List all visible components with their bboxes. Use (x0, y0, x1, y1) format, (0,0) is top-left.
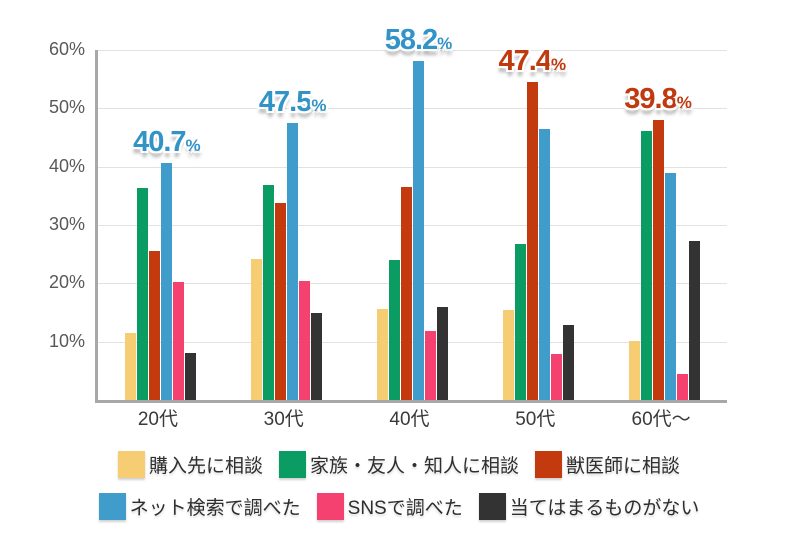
bar (550, 353, 562, 400)
bar (161, 162, 173, 400)
gridline (98, 50, 727, 51)
legend-item: 購入先に相談 (117, 451, 263, 478)
bar-group-30代: 47.5% (224, 50, 350, 400)
legend-swatch-icon (316, 493, 344, 520)
bar (185, 353, 197, 400)
annotation-number: 39.8 (624, 83, 677, 115)
x-category-label: 20代 (137, 409, 178, 430)
x-axis-labels: 20代 30代 40代 50代 60代～ (95, 404, 724, 431)
bar-value-annotation: 40.7% (133, 126, 201, 159)
legend-row: 購入先に相談 家族・友人・知人に相談 獣医師に相談 (0, 451, 798, 478)
bar-group-20代: 40.7% (98, 50, 224, 400)
bar-value-annotation: 39.8% (624, 83, 692, 116)
legend-swatch-icon (117, 451, 145, 478)
legend-label: 購入先に相談 (148, 456, 263, 477)
annotation-number: 47.4 (498, 45, 551, 78)
bar (263, 184, 275, 400)
bar (424, 331, 436, 400)
legend-item: 獣医師に相談 (535, 451, 680, 478)
legend-swatch-icon (278, 451, 306, 478)
legend-item: ネット検索で調べた (98, 493, 301, 520)
x-category-label: 50代 (515, 409, 556, 430)
bar-group-50代: 47.4% (475, 45, 601, 400)
annotation-number: 58.2 (384, 23, 438, 56)
annotation-percent-sign: % (550, 55, 567, 75)
bar (514, 244, 526, 400)
y-tick-label: 60% (48, 39, 85, 59)
legend-row: ネット検索で調べた SNSで調べた 当てはまるものがない (0, 493, 798, 520)
bar (287, 122, 299, 400)
bar (311, 312, 323, 400)
y-tick-label: 40% (48, 155, 85, 176)
legend-label: 獣医師に相談 (566, 456, 681, 477)
plot-area: 40.7% 47.5% 58.2% 47.4% 39.8% (95, 24, 727, 403)
bar (676, 374, 688, 400)
legend-item: 当てはまるものがない (478, 493, 700, 520)
bar (137, 188, 149, 400)
y-tick-label: 50% (48, 97, 85, 118)
bar (299, 281, 311, 400)
bar-value-annotation: 58.2% (385, 24, 453, 57)
bar (628, 340, 640, 400)
gridline (98, 108, 727, 110)
legend-swatch-icon (98, 493, 126, 520)
y-tick-label: 10% (48, 330, 85, 351)
bar (526, 82, 538, 400)
bar (688, 241, 700, 400)
y-tick-label: 30% (48, 214, 85, 234)
bar (275, 202, 287, 400)
x-category-label: 60代～ (631, 409, 691, 430)
bar (436, 306, 448, 400)
x-category-label: 30代 (263, 409, 304, 430)
annotation-number: 47.5 (258, 85, 312, 118)
bar (125, 332, 137, 400)
bar-value-annotation: 47.4% (498, 45, 566, 78)
bar-group-40代: 58.2% (350, 24, 476, 400)
y-tick-label: 20% (48, 272, 85, 293)
annotation-percent-sign: % (185, 135, 201, 155)
gridline (98, 166, 727, 168)
legend-item: 家族・友人・知人に相談 (278, 451, 519, 478)
annotation-percent-sign: % (437, 33, 453, 53)
legend-swatch-icon (535, 451, 562, 478)
bar-group-60代～: 39.8% (601, 50, 727, 400)
bar (376, 309, 388, 400)
bar (502, 309, 514, 400)
bar (149, 251, 161, 400)
gridline (98, 225, 727, 226)
bar (562, 325, 574, 400)
legend: 購入先に相談 家族・友人・知人に相談 獣医師に相談ネット検索で調べた SNSで調べた 当… (0, 451, 798, 520)
bar (664, 172, 676, 400)
legend-label: ネット検索で調べた (129, 498, 301, 519)
x-category-label: 40代 (389, 409, 430, 430)
annotation-percent-sign: % (311, 95, 327, 115)
gridline (98, 341, 727, 343)
legend-item: SNSで調べた (316, 493, 463, 520)
legend-label: 家族・友人・知人に相談 (309, 456, 519, 477)
gridline (98, 283, 727, 285)
annotation-number: 40.7 (133, 125, 186, 158)
bar (388, 260, 400, 400)
legend-swatch-icon (478, 493, 506, 520)
bar (412, 60, 424, 400)
bar-value-annotation: 47.5% (259, 86, 327, 119)
legend-label: 当てはまるものがない (509, 498, 700, 519)
annotation-percent-sign: % (676, 93, 692, 112)
bar (251, 258, 263, 400)
bar (538, 129, 550, 400)
bar (652, 120, 664, 400)
bar (640, 130, 652, 400)
bar-groups: 40.7% 47.5% 58.2% 47.4% 39.8% (98, 24, 727, 400)
legend-label: SNSで調べた (347, 498, 463, 519)
bar (173, 281, 185, 400)
bar (400, 186, 412, 400)
